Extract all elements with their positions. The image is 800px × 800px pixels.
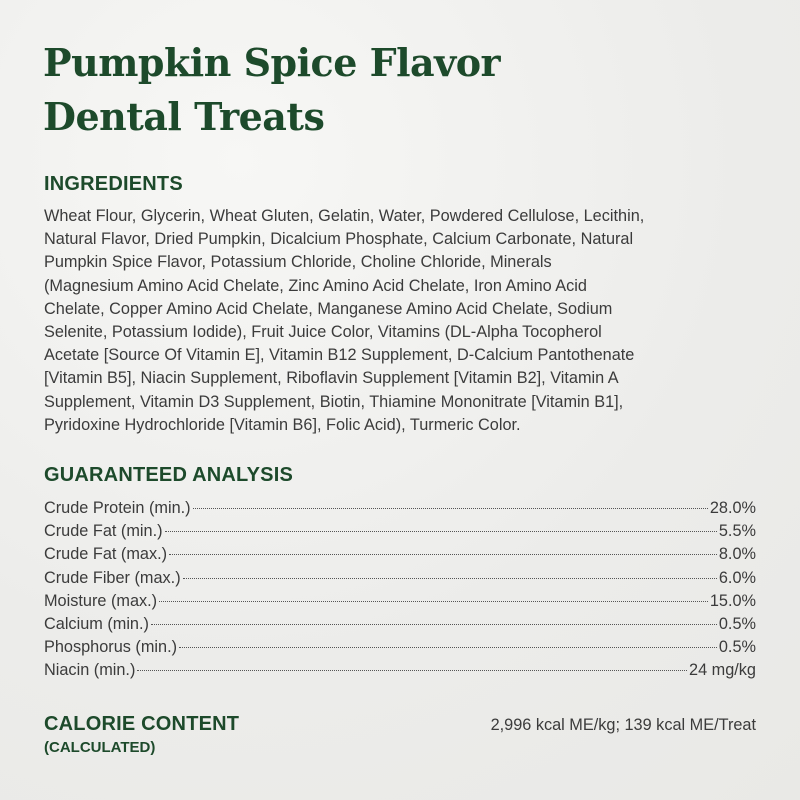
row-label: Phosphorus (min.)	[44, 638, 178, 657]
analysis-table: Crude Protein (min.) 28.0% Crude Fat (min…	[44, 497, 756, 683]
ingredients-line: Pyridoxine Hydrochloride [Vitamin B6], F…	[44, 415, 521, 434]
row-value: 0.5%	[718, 615, 756, 634]
analysis-row: Calcium (min.) 0.5%	[44, 613, 756, 636]
row-value: 8.0%	[718, 545, 756, 564]
analysis-row: Crude Fat (max.) 8.0%	[44, 543, 756, 566]
row-value: 24 mg/kg	[689, 661, 756, 680]
ingredients-line: Natural Flavor, Dried Pumpkin, Dicalcium…	[44, 230, 634, 249]
calorie-heading: CALORIE CONTENT	[44, 713, 240, 735]
ingredients-line: Wheat Flour, Glycerin, Wheat Gluten, Gel…	[44, 207, 645, 225]
analysis-row: Moisture (max.) 15.0%	[44, 590, 756, 613]
calorie-value: 2,996 kcal ME/kg; 139 kcal ME/Treat	[490, 716, 756, 734]
row-label: Moisture (max.)	[44, 591, 158, 610]
ingredients-line: Acetate [Source Of Vitamin E], Vitamin B…	[44, 346, 635, 365]
row-label: Niacin (min.)	[44, 661, 136, 680]
dot-leader	[179, 647, 717, 649]
row-value: 0.5%	[718, 638, 756, 657]
row-value: 6.0%	[718, 568, 756, 587]
analysis-row: Crude Fiber (max.) 6.0%	[44, 567, 756, 590]
analysis-row: Niacin (min.) 24 mg/kg	[44, 659, 756, 682]
dot-leader	[159, 600, 708, 602]
row-label: Crude Fiber (max.)	[44, 568, 181, 587]
analysis-row: Crude Protein (min.) 28.0%	[44, 497, 756, 520]
row-label: Crude Fat (min.)	[44, 522, 163, 541]
ingredients-line: Chelate, Copper Amino Acid Chelate, Mang…	[44, 299, 613, 318]
title-line: Pumpkin Spice Flavor	[43, 40, 501, 85]
ingredients-list: Wheat Flour, Glycerin, Wheat Gluten, Gel…	[44, 205, 774, 437]
analysis-row: Phosphorus (min.) 0.5%	[44, 636, 756, 659]
ingredients-line: Pumpkin Spice Flavor, Potassium Chloride…	[44, 253, 552, 272]
dot-leader	[137, 670, 688, 672]
row-label: Crude Fat (max.)	[44, 545, 168, 564]
ingredients-line: Supplement, Vitamin D3 Supplement, Bioti…	[44, 392, 624, 411]
row-label: Calcium (min.)	[44, 615, 149, 634]
title-line: Dental Treats	[43, 94, 325, 139]
dot-leader	[164, 531, 717, 533]
row-value: 5.5%	[718, 522, 756, 541]
dot-leader	[150, 624, 717, 626]
row-value: 28.0%	[709, 499, 756, 517]
analysis-row: Crude Fat (min.) 5.5%	[44, 520, 756, 543]
calorie-subheading: (CALCULATED)	[44, 739, 156, 756]
ingredients-line: Selenite, Potassium Iodide), Fruit Juice…	[44, 323, 602, 342]
ingredients-line: (Magnesium Amino Acid Chelate, Zinc Amin…	[44, 276, 587, 295]
ingredients-line: [Vitamin B5], Niacin Supplement, Ribofla…	[44, 369, 619, 388]
product-title: Pumpkin Spice Flavor Dental Treats	[43, 36, 501, 144]
ingredients-heading: INGREDIENTS	[44, 173, 183, 195]
dot-leader	[169, 554, 717, 556]
row-label: Crude Protein (min.)	[44, 499, 191, 517]
row-value: 15.0%	[709, 591, 756, 610]
dot-leader	[192, 508, 708, 509]
dot-leader	[182, 577, 717, 579]
analysis-heading: GUARANTEED ANALYSIS	[44, 464, 294, 486]
